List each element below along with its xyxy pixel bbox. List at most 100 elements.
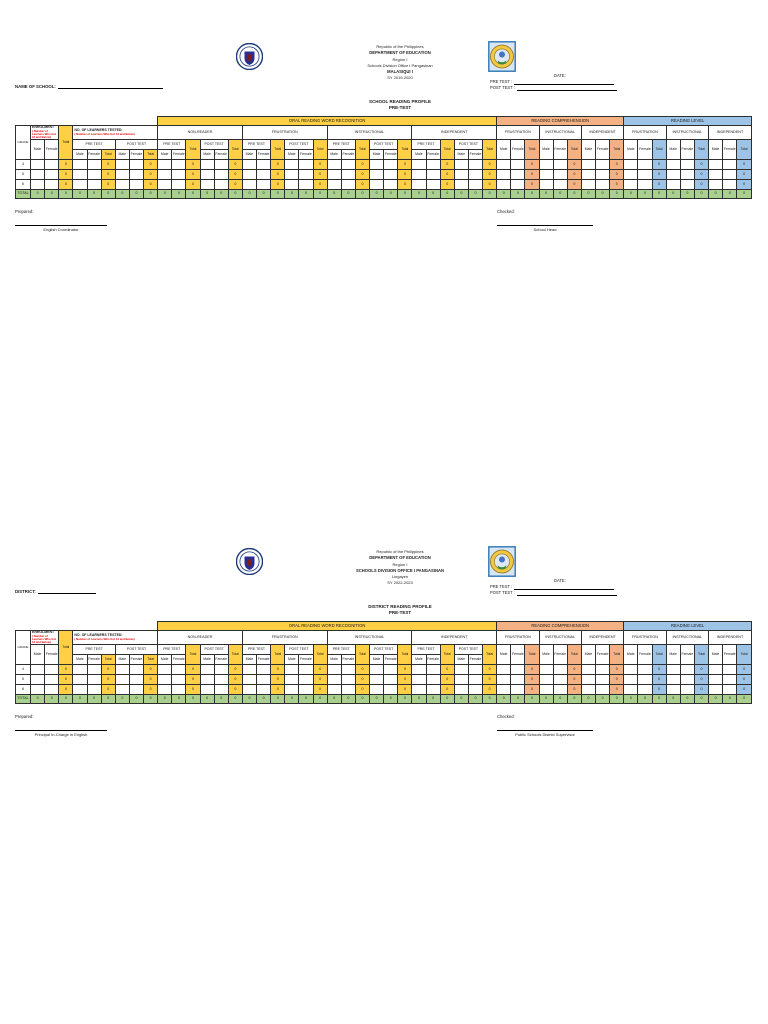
letterhead-department: DEPARTMENT OF EDUCATION (369, 555, 431, 561)
prepared-signature-line (15, 214, 107, 226)
reading-level-female-header: Female (637, 139, 653, 161)
total-row-value: 0 (481, 694, 498, 705)
data-cell (284, 684, 300, 696)
total-row-value: 0 (368, 694, 385, 705)
data-cell (453, 674, 469, 686)
total-row-value: 0 (383, 694, 399, 705)
oral-pretest-header: PRE TEST (241, 644, 272, 656)
total-value-cell: 0 (736, 674, 752, 686)
reading-level-male-header: Male (707, 644, 724, 666)
oral-group-header: NON-READER (157, 124, 243, 141)
total-row-value: 0 (453, 694, 469, 705)
reading-level-group-header: INDEPENDENT (708, 124, 752, 141)
total-row-value: 0 (397, 694, 413, 705)
total-value-cell: 0 (693, 179, 710, 191)
total-row-value: 0 (86, 189, 102, 200)
data-cell (496, 664, 512, 676)
total-value-cell: 0 (736, 169, 752, 181)
total-value-cell: 0 (439, 159, 455, 171)
data-cell (284, 179, 300, 191)
total-value-cell: 0 (270, 179, 286, 191)
data-cell (707, 664, 724, 676)
total-value-cell: 0 (312, 169, 328, 181)
data-cell (722, 179, 738, 191)
data-cell (496, 684, 512, 696)
tested-sub-header: Female (128, 149, 145, 161)
district-field: DISTRICT: (15, 589, 96, 594)
comprehension-female-header: Female (552, 139, 568, 161)
data-cell (510, 179, 526, 191)
total-value-cell: 0 (736, 664, 752, 676)
comprehension-group-header: FRUSTRATION (496, 629, 540, 646)
data-cell (580, 674, 597, 686)
oral-posttest-total-header: Total (481, 139, 498, 161)
total-row-value: 0 (524, 694, 540, 705)
total-value-cell: 0 (227, 179, 243, 191)
checked-label: Checked: (497, 209, 515, 214)
data-cell (171, 169, 187, 181)
data-cell (679, 664, 695, 676)
district-label: DISTRICT: (15, 589, 36, 594)
oral-posttest-header: POST TEST (453, 139, 484, 151)
data-cell (538, 179, 554, 191)
form-title-line2: PRE-TEST (388, 609, 412, 615)
oral-reading-band: ORAL READING WORD RECOGNITION (157, 116, 498, 126)
total-value-cell: 0 (227, 664, 243, 676)
total-row-value: 0 (255, 189, 272, 200)
data-cell (199, 159, 215, 171)
data-cell (284, 159, 300, 171)
data-cell (538, 169, 554, 181)
comprehension-group-header: INSTRUCTIONAL (538, 629, 582, 646)
total-value-cell: 0 (142, 684, 159, 696)
total-value-cell: 0 (397, 664, 413, 676)
data-cell (340, 159, 356, 171)
total-row-value: 0 (72, 189, 88, 200)
total-row-value: 0 (227, 189, 243, 200)
total-value-cell: 0 (609, 684, 625, 696)
form-title-line2: PRE-TEST (388, 104, 412, 110)
total-value-cell: 0 (227, 159, 243, 171)
checked-role: School Head (533, 227, 557, 232)
comprehension-female-header: Female (510, 644, 526, 666)
oral-pretest-header: PRE TEST (411, 139, 441, 151)
data-cell (368, 169, 385, 181)
data-cell (707, 674, 724, 686)
reading-level-total-header: Total (736, 139, 752, 161)
total-value-cell: 0 (439, 684, 455, 696)
oral-sub-header: Female (213, 149, 229, 161)
data-cell (72, 684, 88, 696)
oral-pretest-total-header: Total (270, 644, 286, 666)
data-cell (114, 169, 130, 181)
oral-posttest-total-header: Total (312, 139, 328, 161)
comprehension-male-header: Male (496, 644, 512, 666)
post-test-date-blank (516, 87, 617, 91)
enrolment-label: ENROLMENT (32, 630, 55, 634)
date-block: DATE: PRE TEST : POST TEST : (490, 578, 617, 596)
data-cell (44, 674, 60, 686)
total-row-value: 0 (213, 189, 229, 200)
total-row-value: 0 (425, 694, 441, 705)
total-value-cell: 0 (100, 179, 116, 191)
total-row-value: 0 (693, 694, 710, 705)
total-value-cell: 0 (439, 179, 455, 191)
reading-level-group-header: INSTRUCTIONAL (665, 629, 710, 646)
reading-comprehension-band: READING COMPREHENSION (496, 621, 625, 631)
total-row-value: 0 (227, 694, 243, 705)
total-value-cell: 0 (397, 674, 413, 686)
total-row-value: 0 (270, 189, 286, 200)
data-cell (72, 179, 88, 191)
data-cell (255, 159, 272, 171)
enrolment-male-header: Male (29, 139, 46, 161)
data-cell (467, 664, 484, 676)
oral-sub-header: Female (171, 149, 187, 161)
total-value-cell: 0 (439, 674, 455, 686)
total-row-value: 0 (679, 694, 695, 705)
table-top-spacer (15, 116, 158, 126)
total-value-cell: 0 (651, 169, 667, 181)
reading-level-male-header: Male (623, 644, 639, 666)
total-row-value: 0 (255, 694, 272, 705)
letterhead-region: Region I (392, 561, 408, 567)
total-row-value: 0 (58, 694, 74, 705)
total-value-cell: 0 (185, 169, 201, 181)
total-row-value: 0 (439, 189, 455, 200)
